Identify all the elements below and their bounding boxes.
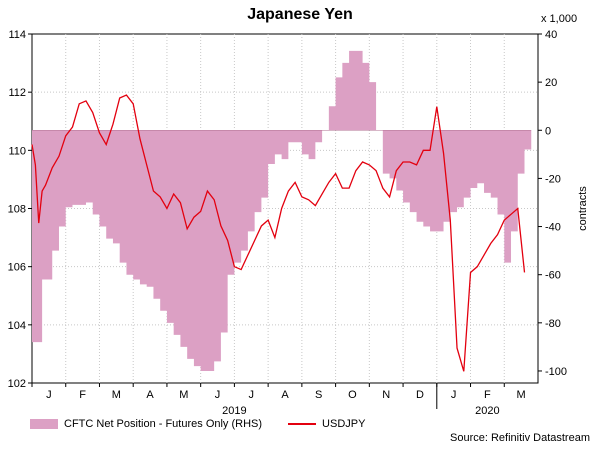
left-tick-label: 106 xyxy=(8,262,26,274)
month-label: S xyxy=(315,389,322,401)
month-label: M xyxy=(179,389,188,401)
month-label: J xyxy=(249,389,255,401)
right-axis-label: contracts xyxy=(577,186,589,231)
legend-label-cftc: CFTC Net Position - Futures Only (RHS) xyxy=(64,418,263,430)
right-tick-label: -80 xyxy=(545,318,561,330)
left-tick-label: 102 xyxy=(8,378,26,390)
left-tick-label: 112 xyxy=(8,87,26,99)
month-label: M xyxy=(112,389,121,401)
month-label: J xyxy=(46,389,52,401)
year-label: 2020 xyxy=(475,405,499,417)
year-label: 2019 xyxy=(222,405,246,417)
cftc-area xyxy=(32,50,532,371)
right-tick-label: 40 xyxy=(545,29,557,41)
right-tick-label: -40 xyxy=(545,222,561,234)
left-tick-label: 110 xyxy=(8,145,26,157)
month-label: J xyxy=(215,389,221,401)
usdjpy-line xyxy=(31,94,526,372)
legend-swatch-line xyxy=(288,423,317,425)
right-tick-label: -60 xyxy=(545,270,561,282)
month-label: O xyxy=(348,389,357,401)
left-tick-label: 104 xyxy=(8,320,26,332)
rhs-scale-note: x 1,000 xyxy=(541,13,578,25)
month-label: N xyxy=(382,389,390,401)
source-note: Source: Refinitiv Datastream xyxy=(450,432,590,444)
left-tick-label: 108 xyxy=(8,204,26,216)
chart-title: Japanese Yen xyxy=(247,6,353,23)
legend-item-usdjpy: USDJPY xyxy=(288,418,365,430)
month-label: A xyxy=(146,389,154,401)
legend-swatch-area xyxy=(30,419,58,429)
left-tick-label: 114 xyxy=(8,29,26,41)
legend-item-cftc: CFTC Net Position - Futures Only (RHS) xyxy=(30,418,262,430)
legend: CFTC Net Position - Futures Only (RHS) U… xyxy=(30,418,391,430)
right-tick-label: 0 xyxy=(545,125,551,137)
right-tick-label: -100 xyxy=(545,366,567,378)
month-label: A xyxy=(281,389,289,401)
right-tick-label: 20 xyxy=(545,77,557,89)
month-label: J xyxy=(451,389,457,401)
month-label: D xyxy=(416,389,424,401)
month-label: M xyxy=(517,389,526,401)
month-label: F xyxy=(484,389,491,401)
right-tick-label: -20 xyxy=(545,173,561,185)
month-label: F xyxy=(79,389,86,401)
legend-label-usdjpy: USDJPY xyxy=(322,418,366,430)
